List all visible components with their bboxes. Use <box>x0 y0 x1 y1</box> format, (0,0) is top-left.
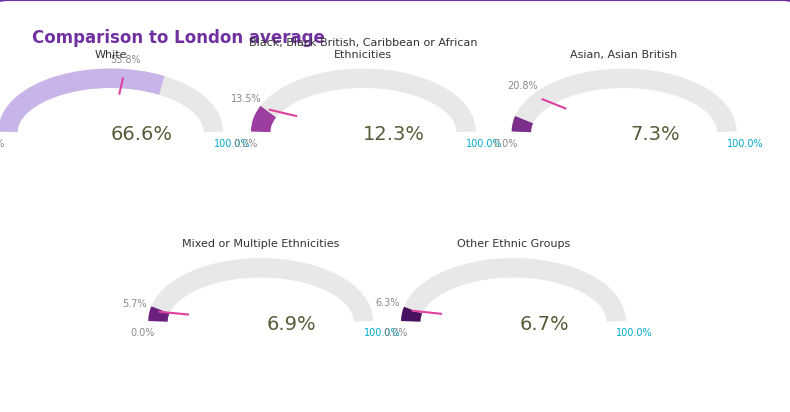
Text: Mixed or Multiple Ethnicities: Mixed or Multiple Ethnicities <box>182 239 340 249</box>
Text: 100.0%: 100.0% <box>727 138 764 149</box>
Text: 6.3%: 6.3% <box>375 298 400 308</box>
Text: 0.0%: 0.0% <box>233 138 258 149</box>
Text: 0.0%: 0.0% <box>494 138 518 149</box>
Text: Asian, Asian British: Asian, Asian British <box>570 49 678 60</box>
Text: 100.0%: 100.0% <box>616 328 653 338</box>
Text: 100.0%: 100.0% <box>213 138 250 149</box>
Text: 0.0%: 0.0% <box>130 328 155 338</box>
Text: 6.9%: 6.9% <box>267 314 316 334</box>
Text: 12.3%: 12.3% <box>363 125 425 144</box>
Text: 7.3%: 7.3% <box>630 125 679 144</box>
Text: 13.5%: 13.5% <box>231 94 261 104</box>
Text: 6.7%: 6.7% <box>520 314 569 334</box>
Text: 100.0%: 100.0% <box>466 138 503 149</box>
Text: 53.8%: 53.8% <box>111 55 141 66</box>
Text: 0.0%: 0.0% <box>383 328 408 338</box>
Text: 66.6%: 66.6% <box>111 125 172 144</box>
Text: White: White <box>94 49 127 60</box>
Text: 5.7%: 5.7% <box>122 300 147 309</box>
Text: 0.0%: 0.0% <box>0 138 5 149</box>
Text: 20.8%: 20.8% <box>507 81 537 91</box>
Text: Other Ethnic Groups: Other Ethnic Groups <box>457 239 570 249</box>
Text: Comparison to London average: Comparison to London average <box>32 29 325 47</box>
Text: Black, Black British, Caribbean or African
Ethnicities: Black, Black British, Caribbean or Afric… <box>249 38 478 60</box>
Text: 100.0%: 100.0% <box>363 328 401 338</box>
